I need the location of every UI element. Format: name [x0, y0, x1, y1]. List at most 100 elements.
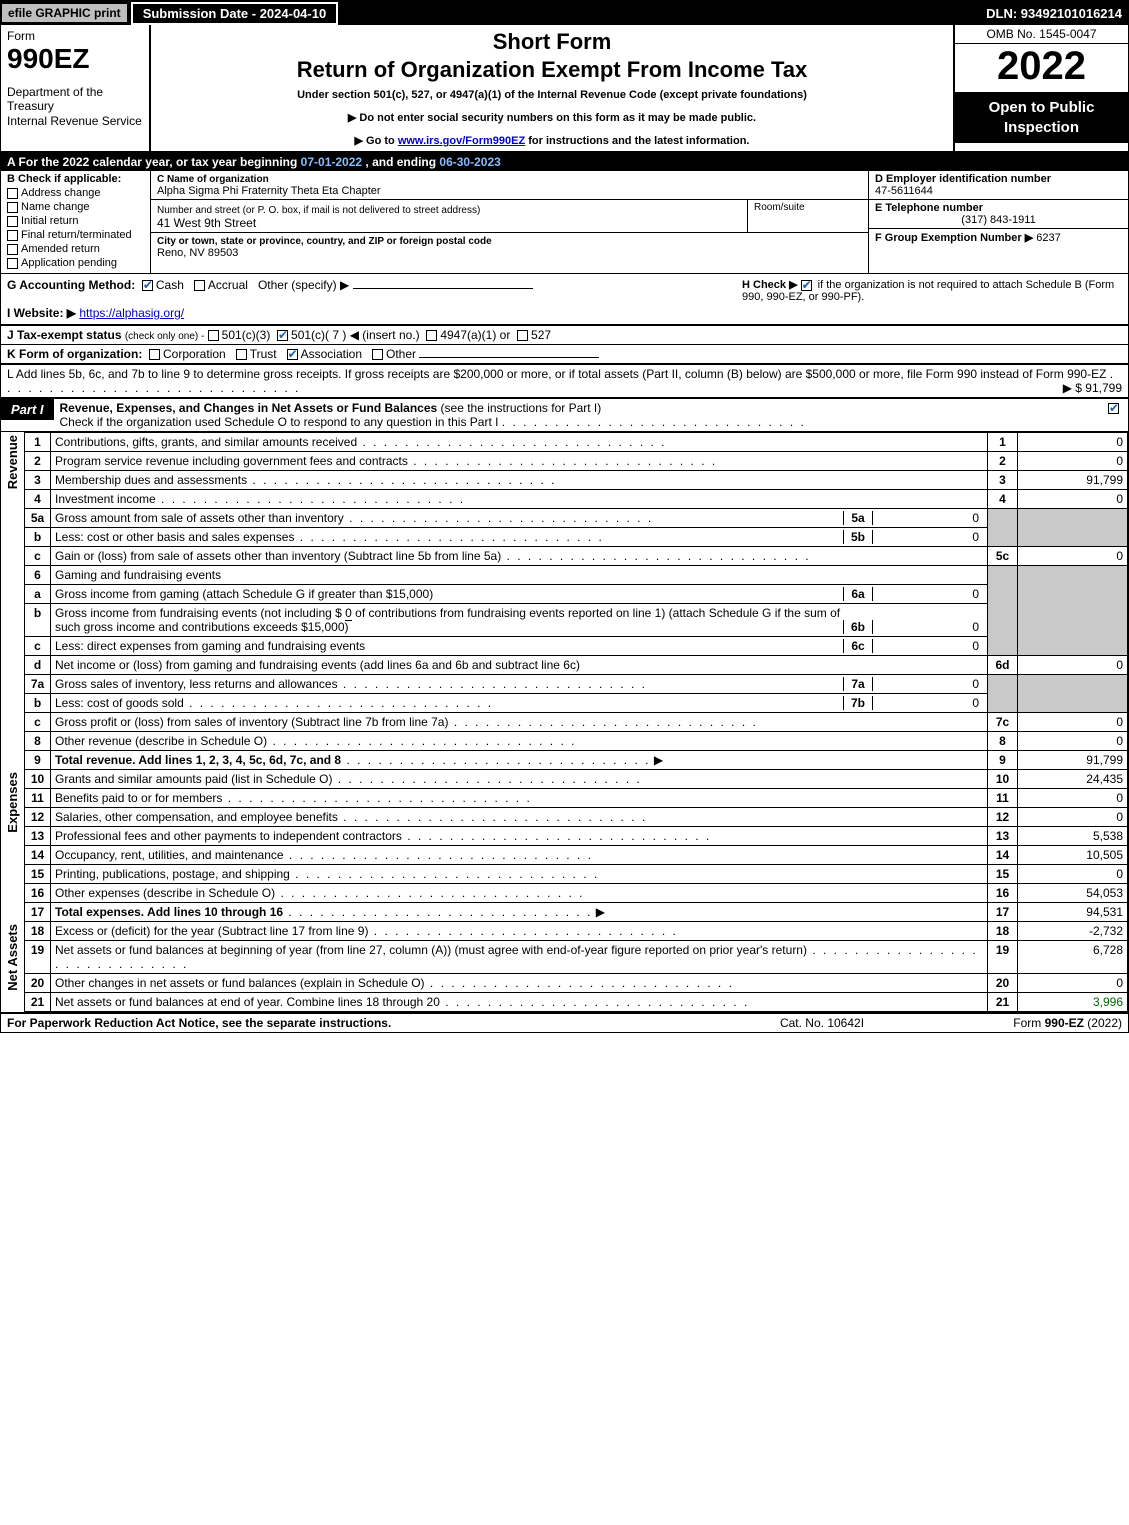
grey-7v: [1018, 675, 1128, 713]
chk-501c[interactable]: [277, 330, 288, 341]
ein-label: D Employer identification number: [875, 173, 1051, 185]
tel-row: E Telephone number (317) 843-1911: [869, 200, 1128, 229]
sub3-pre: ▶ Go to: [355, 135, 398, 147]
other-org-input[interactable]: [419, 357, 599, 358]
section-bcd: B Check if applicable: Address change Na…: [1, 171, 1128, 274]
chk-amended-return[interactable]: Amended return: [7, 243, 144, 255]
lbl-corp: Corporation: [163, 347, 226, 361]
chk-lbl-2: Initial return: [21, 215, 78, 227]
irs-link[interactable]: www.irs.gov/Form990EZ: [398, 135, 525, 147]
row-15: 15Printing, publications, postage, and s…: [1, 865, 1128, 884]
d-5c: Gain or (loss) from sale of assets other…: [51, 547, 988, 566]
v-21: 3,996: [1018, 993, 1128, 1012]
line-l-text: L Add lines 5b, 6c, and 7b to line 9 to …: [7, 367, 1106, 381]
part-i-check-line: Check if the organization used Schedule …: [60, 415, 499, 429]
row-3: 3 Membership dues and assessments 3 91,7…: [1, 471, 1128, 490]
d-5b: Less: cost or other basis and sales expe…: [51, 528, 988, 547]
line-i-label: I Website: ▶: [7, 306, 76, 320]
header-right: OMB No. 1545-0047 2022 Open to Public In…: [953, 25, 1128, 151]
chk-trust[interactable]: [236, 349, 247, 360]
line-a-mid: , and ending: [365, 155, 439, 169]
chk-corp[interactable]: [149, 349, 160, 360]
row-5c: c Gain or (loss) from sale of assets oth…: [1, 547, 1128, 566]
form-title: Return of Organization Exempt From Incom…: [157, 57, 947, 83]
chk-accrual[interactable]: [194, 280, 205, 291]
v-10: 24,435: [1018, 770, 1128, 789]
chk-name-change[interactable]: Name change: [7, 201, 144, 213]
row-20: 20Other changes in net assets or fund ba…: [1, 974, 1128, 993]
chk-527[interactable]: [517, 330, 528, 341]
d-1: Contributions, gifts, grants, and simila…: [51, 433, 988, 452]
n-9: 9: [25, 751, 51, 770]
top-bar: efile GRAPHIC print Submission Date - 20…: [1, 1, 1128, 25]
chk-final-return[interactable]: Final return/terminated: [7, 229, 144, 241]
open-to-public-badge: Open to Public Inspection: [955, 92, 1128, 143]
chk-cash[interactable]: [142, 280, 153, 291]
row-13: 13Professional fees and other payments t…: [1, 827, 1128, 846]
room-label: Room/suite: [754, 202, 805, 213]
rn-2: 2: [988, 452, 1018, 471]
efile-print-button[interactable]: efile GRAPHIC print: [1, 3, 128, 23]
row-6c: c Less: direct expenses from gaming and …: [1, 637, 1128, 656]
n-2: 2: [25, 452, 51, 471]
chk-schedule-o[interactable]: [1108, 403, 1119, 414]
row-18: Net Assets 18Excess or (deficit) for the…: [1, 922, 1128, 941]
v-4: 0: [1018, 490, 1128, 509]
grey-5: [988, 509, 1018, 547]
lbl-527: 527: [531, 328, 551, 342]
sv-5b: 0: [873, 530, 983, 544]
d-6: Gaming and fundraising events: [51, 566, 988, 585]
line-k-label: K Form of organization:: [7, 347, 142, 361]
expenses-side-label: Expenses: [5, 772, 20, 833]
v-7c: 0: [1018, 713, 1128, 732]
chk-assoc[interactable]: [287, 349, 298, 360]
chk-4947a1[interactable]: [426, 330, 437, 341]
form-label: Form: [7, 29, 143, 43]
row-1: Revenue 1 Contributions, gifts, grants, …: [1, 433, 1128, 452]
n-6d: d: [25, 656, 51, 675]
d-19: Net assets or fund balances at beginning…: [51, 941, 988, 974]
n-7a: 7a: [25, 675, 51, 694]
sn-7a: 7a: [843, 677, 873, 691]
row-6: 6 Gaming and fundraising events: [1, 566, 1128, 585]
line-g-label: G Accounting Method:: [7, 278, 135, 292]
d-6b: Gross income from fundraising events (no…: [51, 604, 988, 637]
d-2: Program service revenue including govern…: [51, 452, 988, 471]
form-number: 990EZ: [7, 43, 143, 75]
arrow-9: ▶: [654, 753, 663, 767]
d-7c: Gross profit or (loss) from sales of inv…: [51, 713, 988, 732]
d-11: Benefits paid to or for members: [51, 789, 988, 808]
part-i-header: Part I Revenue, Expenses, and Changes in…: [1, 399, 1128, 432]
v-17: 94,531: [1018, 903, 1128, 922]
part-i-title: Revenue, Expenses, and Changes in Net As…: [60, 401, 438, 415]
chk-501c3[interactable]: [208, 330, 219, 341]
v-6d: 0: [1018, 656, 1128, 675]
part-i-tab: Part I: [1, 399, 54, 420]
d-18: Excess or (deficit) for the year (Subtra…: [51, 922, 988, 941]
tax-year-begin: 07-01-2022: [301, 155, 362, 169]
website-link[interactable]: https://alphasig.org/: [79, 306, 184, 320]
sn-6a: 6a: [843, 587, 873, 601]
header-left: Form 990EZ Department of the Treasury In…: [1, 25, 151, 151]
rn-8: 8: [988, 732, 1018, 751]
chk-other[interactable]: [372, 349, 383, 360]
chk-application-pending[interactable]: Application pending: [7, 257, 144, 269]
chk-h[interactable]: [801, 280, 812, 291]
chk-address-change[interactable]: Address change: [7, 187, 144, 199]
v-1: 0: [1018, 433, 1128, 452]
n-15: 15: [25, 865, 51, 884]
other-specify-input[interactable]: [353, 288, 533, 289]
d-14: Occupancy, rent, utilities, and maintena…: [51, 846, 988, 865]
n-6: 6: [25, 566, 51, 585]
n-7b: b: [25, 694, 51, 713]
v-11: 0: [1018, 789, 1128, 808]
col-d: D Employer identification number 47-5611…: [868, 171, 1128, 273]
department-label: Department of the Treasury Internal Reve…: [7, 85, 143, 128]
chk-initial-return[interactable]: Initial return: [7, 215, 144, 227]
row-5b: b Less: cost or other basis and sales ex…: [1, 528, 1128, 547]
row-14: 14Occupancy, rent, utilities, and mainte…: [1, 846, 1128, 865]
col-b-header: B Check if applicable:: [7, 173, 121, 185]
d-6c: Less: direct expenses from gaming and fu…: [51, 637, 988, 656]
rn-3: 3: [988, 471, 1018, 490]
ein-row: D Employer identification number 47-5611…: [869, 171, 1128, 200]
